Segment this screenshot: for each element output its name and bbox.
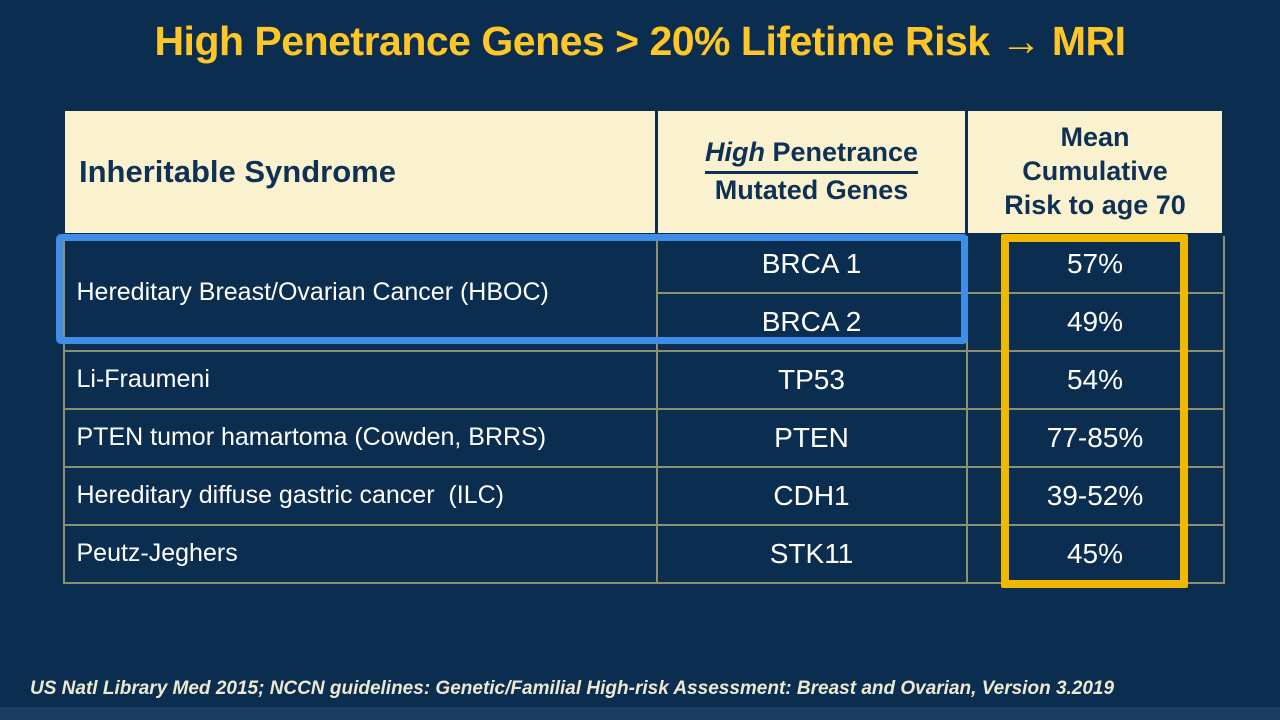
table-row-pten: PTEN tumor hamartoma (Cowden, BRRS) PTEN… (62, 407, 1225, 468)
slide-title: High Penetrance Genes > 20% Lifetime Ris… (154, 18, 1126, 64)
syndrome-cell-pten: PTEN tumor hamartoma (Cowden, BRRS) (62, 407, 658, 468)
syndrome-table: Inheritable Syndrome High Penetrance Mut… (62, 108, 1225, 584)
header-genes-word-penetrance: Penetrance (772, 137, 919, 168)
table-row-gastric: Hereditary diffuse gastric cancer (ILC) … (62, 465, 1225, 526)
gene-cell-stk11: STK11 (655, 523, 968, 584)
gene-cell-cdh1: CDH1 (655, 465, 968, 526)
syndrome-cell-gastric: Hereditary diffuse gastric cancer (ILC) (62, 465, 658, 526)
syndrome-cell-li-fraumeni: Li-Fraumeni (62, 349, 658, 410)
risk-cell-pten: 77-85% (965, 407, 1225, 468)
bottom-accent-bar (0, 707, 1280, 720)
risk-cell-tp53: 54% (965, 349, 1225, 410)
gene-cell-brca1: BRCA 1 (655, 233, 968, 294)
syndrome-cell-peutz-jeghers: Peutz-Jeghers (62, 523, 658, 584)
syndrome-table-container: Inheritable Syndrome High Penetrance Mut… (62, 108, 1225, 584)
risk-cell-stk11: 45% (965, 523, 1225, 584)
risk-cell-brca2: 49% (965, 291, 1225, 352)
header-risk-line2: Cumulative (1022, 156, 1168, 187)
table-header-row: Inheritable Syndrome High Penetrance Mut… (62, 108, 1225, 236)
gene-cell-tp53: TP53 (655, 349, 968, 410)
header-genes-line1: High Penetrance (704, 136, 919, 174)
header-genes-line2: Mutated Genes (714, 175, 909, 205)
syndrome-cell-hboc: Hereditary Breast/Ovarian Cancer (HBOC) (62, 233, 658, 352)
header-inheritable-syndrome: Inheritable Syndrome (62, 108, 658, 236)
header-genes-word-high: High (704, 137, 765, 168)
table-row-peutz-jeghers: Peutz-Jeghers STK11 45% (62, 523, 1225, 584)
header-risk-line3: Risk to age 70 (1004, 189, 1186, 220)
table-row-hboc-brca1: Hereditary Breast/Ovarian Cancer (HBOC) … (62, 233, 1225, 352)
footer-citation: US Natl Library Med 2015; NCCN guideline… (30, 678, 1115, 699)
table-row-li-fraumeni: Li-Fraumeni TP53 54% (62, 349, 1225, 410)
gene-cell-pten: PTEN (655, 407, 968, 468)
risk-cell-brca1: 57% (965, 233, 1225, 294)
risk-cell-cdh1: 39-52% (965, 465, 1225, 526)
header-mean-cumulative-risk: Mean Cumulative Risk to age 70 (965, 108, 1225, 236)
header-mutated-genes: High Penetrance Mutated Genes (655, 108, 968, 236)
gene-cell-brca2: BRCA 2 (655, 291, 968, 352)
header-risk-line1: Mean (1060, 122, 1130, 153)
